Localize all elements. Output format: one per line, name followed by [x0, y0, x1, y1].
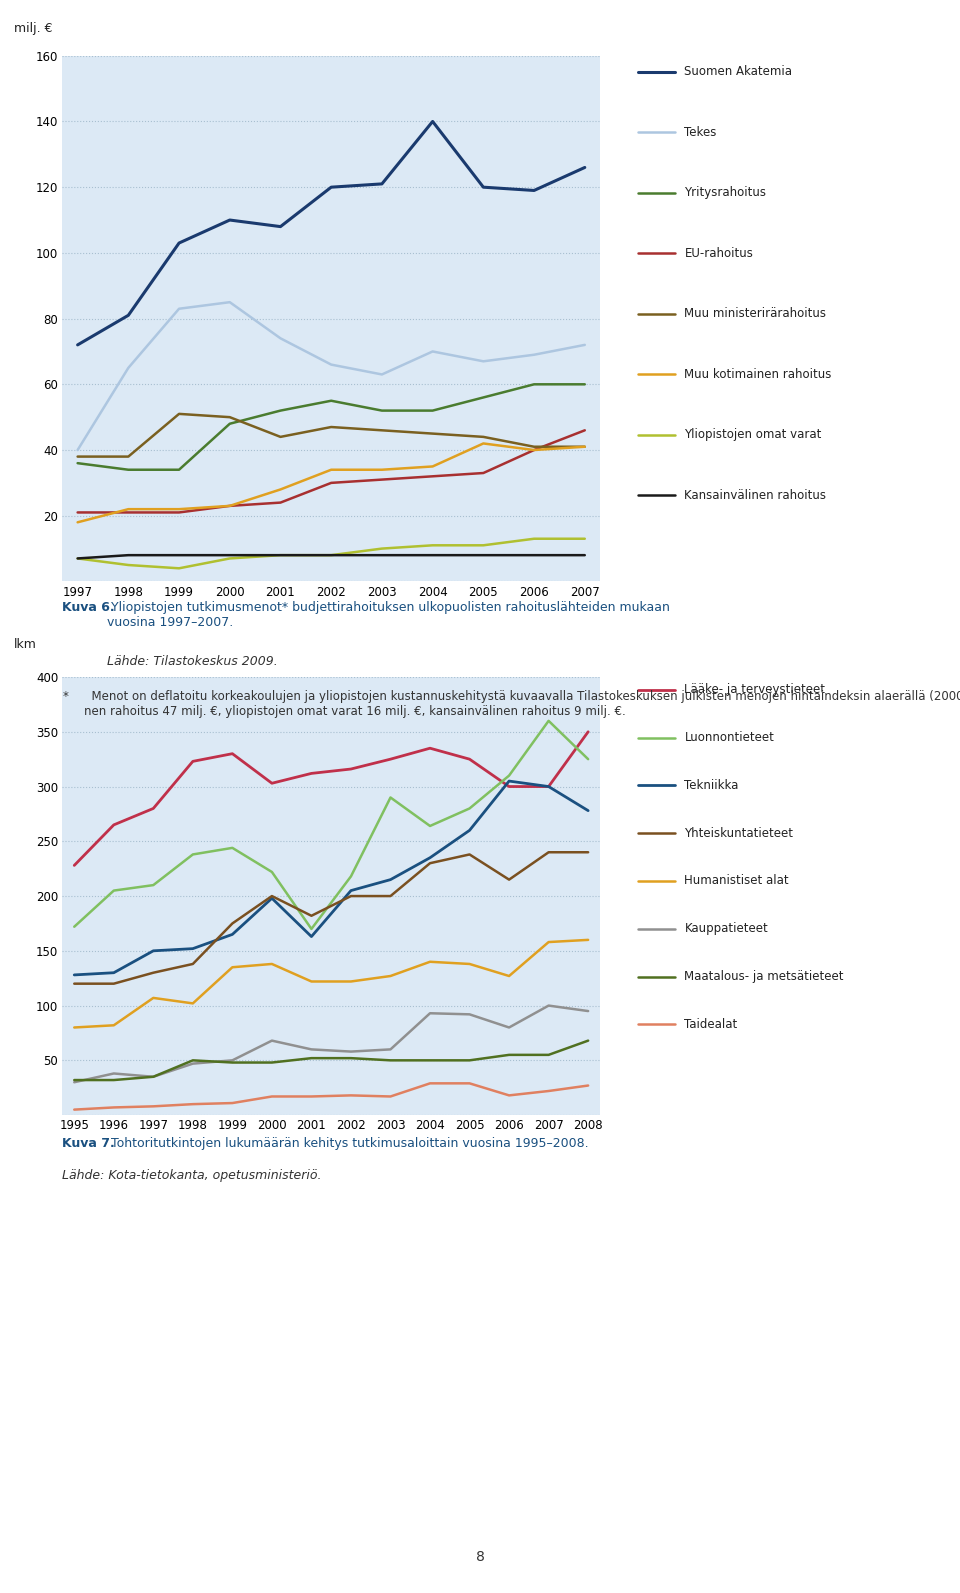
- Text: Menot on deflatoitu korkeakoulujen ja yliopistojen kustannuskehitystä kuvaavalla: Menot on deflatoitu korkeakoulujen ja yl…: [84, 690, 960, 718]
- Text: EU-rahoitus: EU-rahoitus: [684, 247, 754, 260]
- Text: Luonnontieteet: Luonnontieteet: [684, 731, 775, 744]
- Text: 8: 8: [475, 1550, 485, 1564]
- Text: Muu ministerirärahoitus: Muu ministerirärahoitus: [684, 307, 827, 320]
- Text: Kansainvälinen rahoitus: Kansainvälinen rahoitus: [684, 489, 827, 502]
- Text: Suomen Akatemia: Suomen Akatemia: [684, 65, 793, 78]
- Text: Yritysrahoitus: Yritysrahoitus: [684, 186, 766, 199]
- Text: Lääke- ja terveystieteet: Lääke- ja terveystieteet: [684, 683, 826, 696]
- Text: Lähde: Kota-tietokanta, opetusministeriö.: Lähde: Kota-tietokanta, opetusministeriö…: [62, 1169, 322, 1182]
- Text: Muu kotimainen rahoitus: Muu kotimainen rahoitus: [684, 368, 832, 381]
- Text: Tohtoritutkintojen lukumäärän kehitys tutkimusaloittain vuosina 1995–2008.: Tohtoritutkintojen lukumäärän kehitys tu…: [107, 1137, 588, 1150]
- Text: Taidealat: Taidealat: [684, 1018, 737, 1031]
- Text: Tekes: Tekes: [684, 126, 717, 139]
- Text: *: *: [62, 690, 68, 703]
- Text: Tekniikka: Tekniikka: [684, 779, 739, 792]
- Text: Yliopistojen tutkimusmenot* budjettirahoituksen ulkopuolisten rahoituslähteiden : Yliopistojen tutkimusmenot* budjettiraho…: [107, 601, 669, 629]
- Text: Maatalous- ja metsätieteet: Maatalous- ja metsätieteet: [684, 970, 844, 983]
- Text: Lähde: Tilastokeskus 2009.: Lähde: Tilastokeskus 2009.: [107, 655, 277, 667]
- Text: Yhteiskuntatieteet: Yhteiskuntatieteet: [684, 827, 794, 840]
- Text: Yliopistojen omat varat: Yliopistojen omat varat: [684, 429, 822, 441]
- Text: lkm: lkm: [14, 637, 36, 650]
- Text: Kauppatieteet: Kauppatieteet: [684, 922, 768, 935]
- Text: milj. €: milj. €: [14, 22, 53, 35]
- Text: Kuva 6.: Kuva 6.: [62, 601, 115, 613]
- Text: Kuva 7.: Kuva 7.: [62, 1137, 115, 1150]
- Text: Humanistiset alat: Humanistiset alat: [684, 875, 789, 887]
